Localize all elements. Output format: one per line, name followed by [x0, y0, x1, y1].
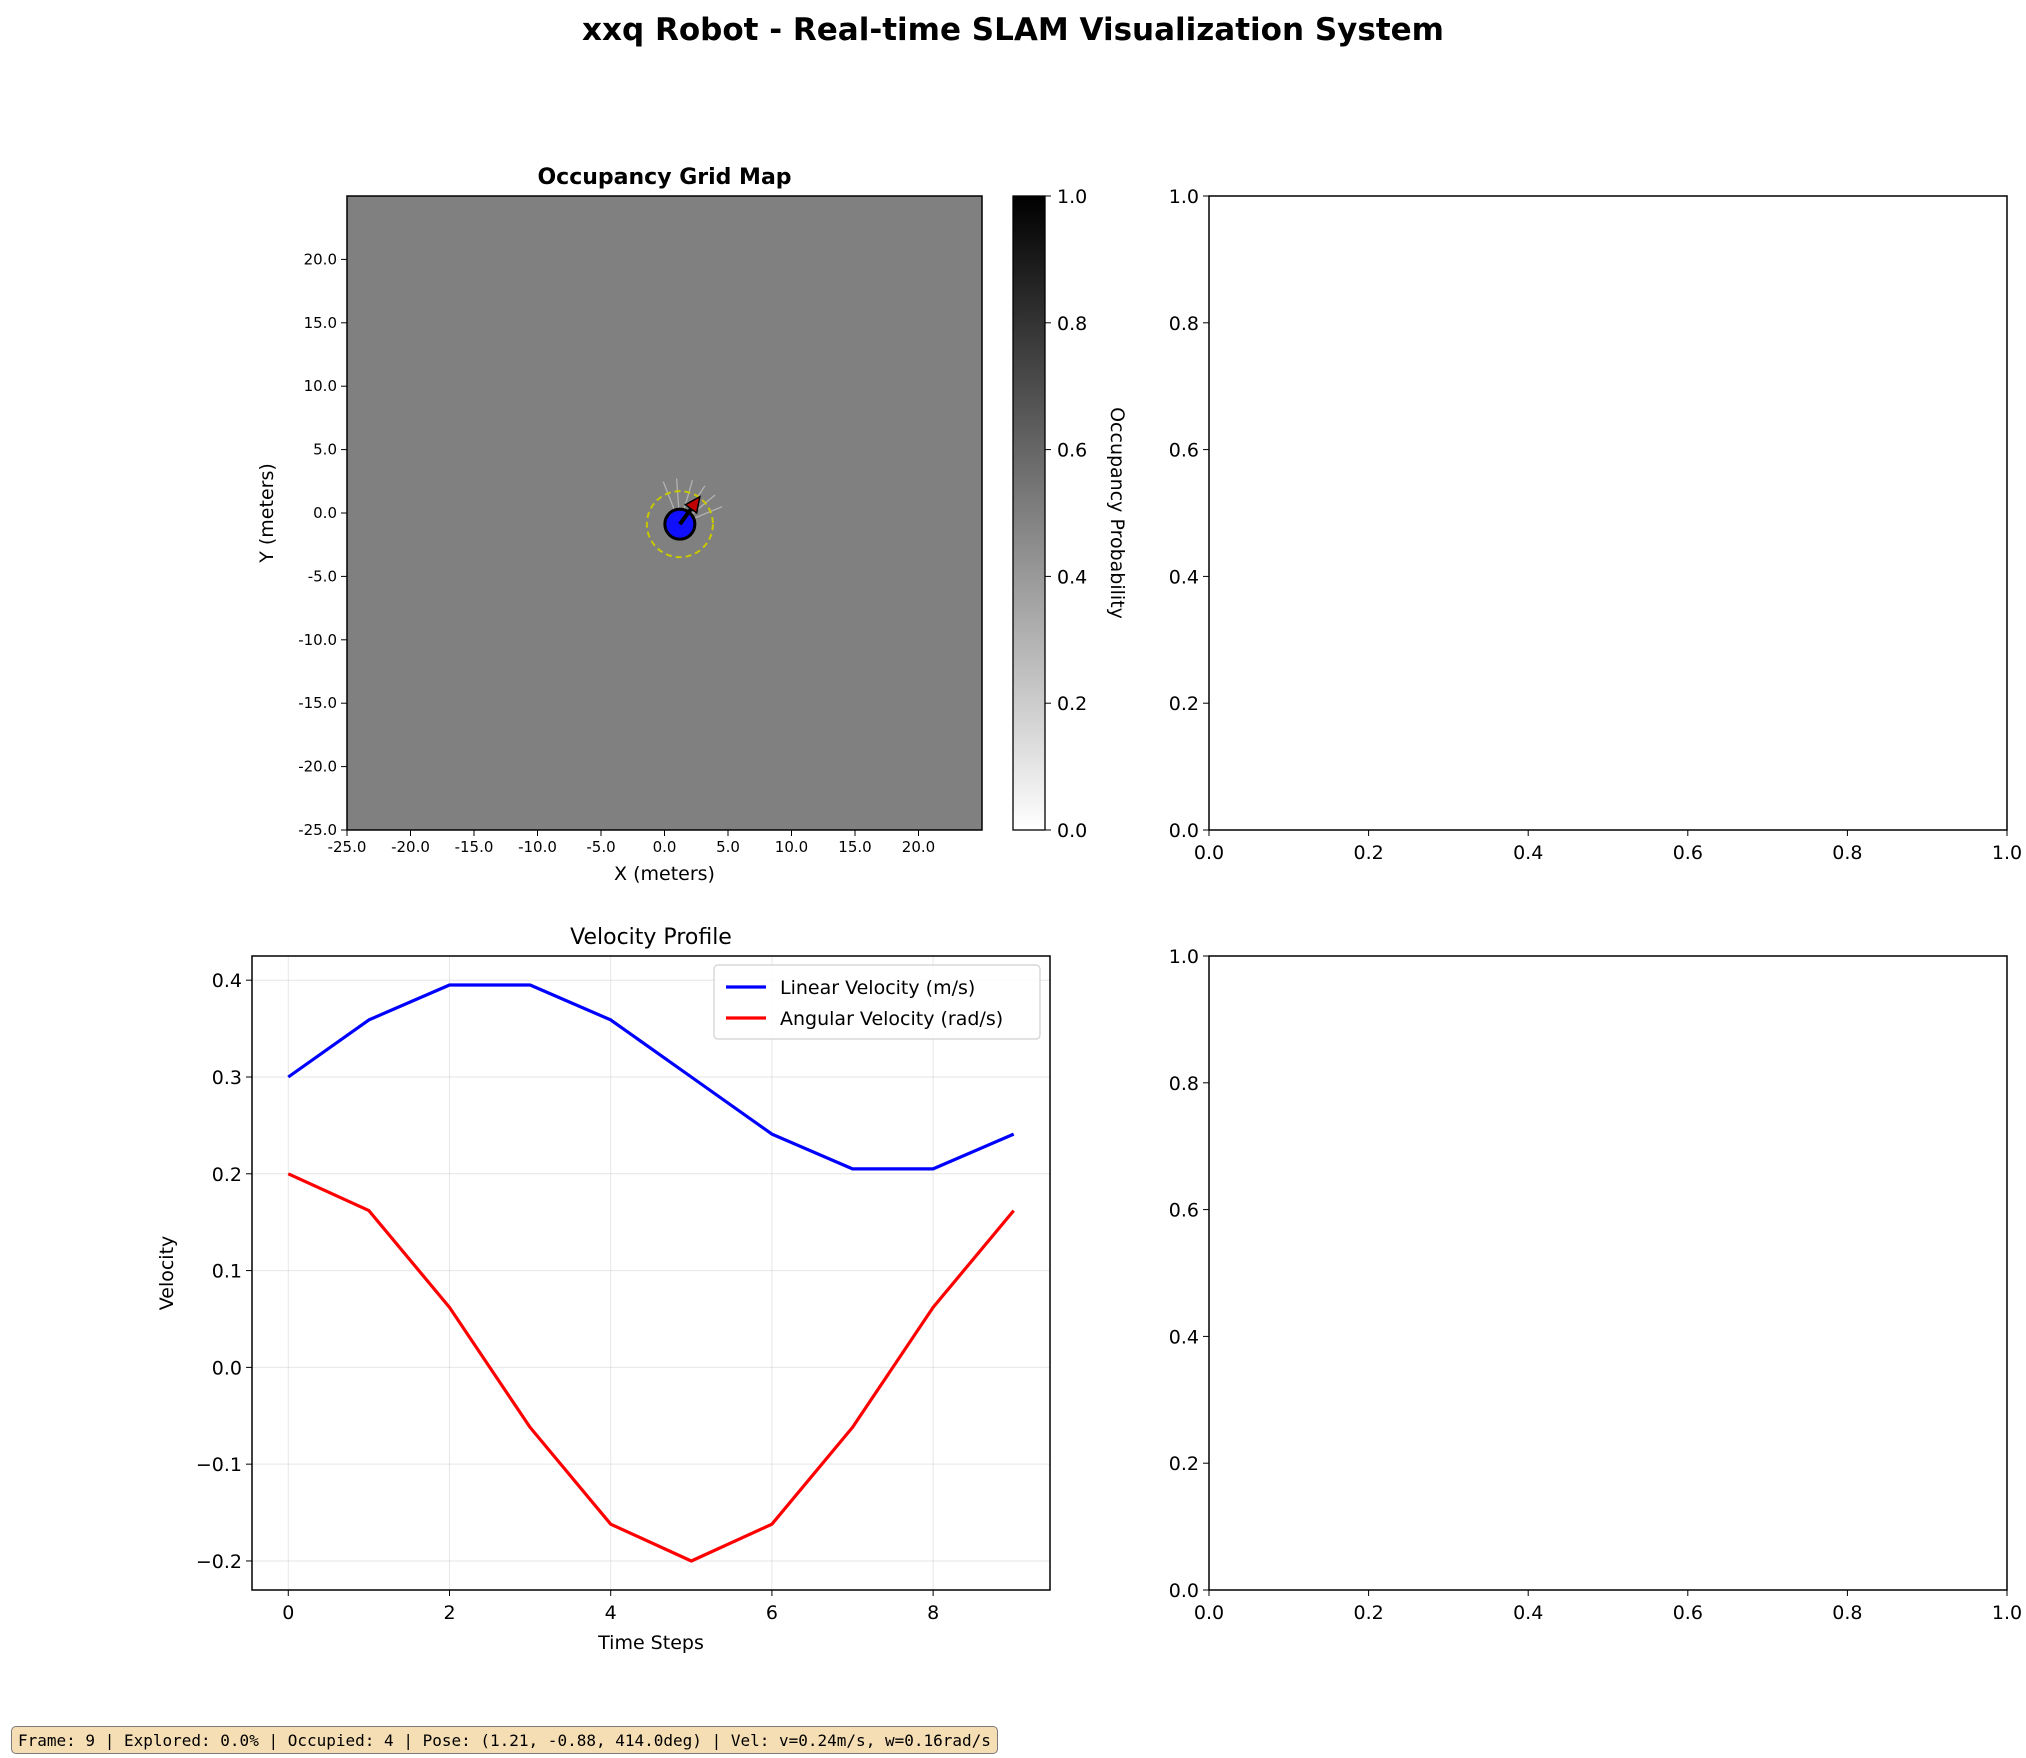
x-tick-label: 15.0	[838, 838, 871, 856]
x-tick-label: 0.0	[1194, 842, 1224, 864]
x-tick-label: 8	[927, 1602, 939, 1624]
figure-title: xxq Robot - Real-time SLAM Visualization…	[582, 12, 1444, 48]
x-tick-label: -15.0	[455, 838, 494, 856]
velocity-title: Velocity Profile	[570, 925, 732, 950]
colorbar-gradient	[1012, 195, 1046, 831]
colorbar-tick-label: 0.2	[1057, 693, 1087, 715]
x-tick-label: 0.6	[1673, 842, 1703, 864]
y-tick-label: 0.0	[1169, 820, 1199, 842]
robot-heading-arrowhead	[683, 495, 701, 515]
legend-label: Angular Velocity (rad/s)	[780, 1008, 1003, 1030]
y-tick-label: -15.0	[298, 694, 337, 712]
y-tick-label: -20.0	[298, 758, 337, 776]
legend-box	[713, 964, 1041, 1040]
occupancy-grid-image	[347, 196, 982, 830]
y-tick-label: 0.1	[212, 1261, 242, 1283]
axes-frame	[1208, 955, 2008, 1591]
y-tick-label: 20.0	[304, 250, 337, 268]
empty-axes-top-right: 0.0 0.2 0.4 0.6 0.8 1.0 0.0 0.2 0.4 0.6 0.8 1.0	[1169, 186, 2022, 864]
occupancy-colorbar: 0.0 0.2 0.4 0.6 0.8 1.0 Occupancy Probability	[1012, 186, 1128, 842]
y-tick-label: -10.0	[298, 631, 337, 649]
x-tick-label: -5.0	[586, 838, 615, 856]
colorbar-tick-label: 0.0	[1057, 820, 1087, 842]
y-tick-label: 0.6	[1169, 440, 1199, 462]
y-tick-label: 0.6	[1169, 1200, 1199, 1222]
scan-range-circle	[645, 490, 714, 559]
x-tick-label: 5.0	[716, 838, 740, 856]
map-x-axis-label: X (meters)	[614, 863, 715, 885]
y-tick-label: 0.8	[1169, 313, 1199, 335]
map-y-axis-label: Y (meters)	[256, 463, 278, 564]
x-tick-label: 0.4	[1513, 1602, 1543, 1624]
y-tick-label: -25.0	[298, 821, 337, 839]
x-tick-label: 1.0	[1992, 842, 2022, 864]
map-title: Occupancy Grid Map	[537, 165, 791, 190]
x-tick-label: 1.0	[1992, 1602, 2022, 1624]
y-tick-label: 0.2	[1169, 693, 1199, 715]
y-tick-label: 0.0	[1169, 1580, 1199, 1602]
x-tick-label: 2	[443, 1602, 455, 1624]
legend-label: Linear Velocity (m/s)	[780, 977, 975, 999]
x-tick-label: 0.2	[1353, 842, 1383, 864]
colorbar-tick-label: 1.0	[1057, 186, 1087, 208]
y-tick-label: 0.3	[212, 1067, 242, 1089]
x-tick-label: 0.8	[1832, 1602, 1862, 1624]
angular-velocity-line	[287, 1172, 1015, 1563]
y-tick-label: -5.0	[308, 567, 337, 585]
x-tick-label: 4	[605, 1602, 617, 1624]
y-tick-label: 0.2	[212, 1164, 242, 1186]
x-tick-label: -25.0	[328, 838, 367, 856]
colorbar-tick-label: 0.4	[1057, 566, 1087, 588]
y-tick-label: −0.1	[196, 1454, 242, 1476]
x-tick-label: -20.0	[391, 838, 430, 856]
x-tick-label: 0.0	[1194, 1602, 1224, 1624]
x-tick-label: 6	[766, 1602, 778, 1624]
empty-axes-bottom-right: 0.0 0.2 0.4 0.6 0.8 1.0 0.0 0.2 0.4 0.6 0.8 1.0	[1169, 946, 2022, 1624]
y-tick-label: 0.8	[1169, 1073, 1199, 1095]
y-tick-label: 10.0	[304, 377, 337, 395]
x-tick-label: 0.8	[1832, 842, 1862, 864]
x-tick-label: 0.6	[1673, 1602, 1703, 1624]
axes-frame	[1208, 195, 2008, 831]
colorbar-tick-label: 0.8	[1057, 313, 1087, 335]
y-tick-label: 0.4	[1169, 1326, 1199, 1348]
velocity-plot-area	[252, 956, 1050, 1590]
y-tick-label: 0.4	[1169, 566, 1199, 588]
velocity-x-axis-label: Time Steps	[597, 1632, 704, 1654]
x-tick-label: 0.2	[1353, 1602, 1383, 1624]
y-tick-label: 5.0	[313, 441, 337, 459]
x-tick-label: 10.0	[775, 838, 808, 856]
x-tick-label: 0.0	[653, 838, 677, 856]
velocity-profile-panel: 0 2 4 6 8 −0.2 −0.1 0.0 0.1 0.2 0.3 0.4 Velocity Pro…	[156, 925, 1051, 1654]
y-tick-label: 0.2	[1169, 1453, 1199, 1475]
y-tick-label: 15.0	[304, 314, 337, 332]
y-tick-label: 1.0	[1169, 946, 1199, 968]
velocity-y-axis-label: Velocity	[156, 1236, 178, 1311]
status-bar: Frame: 9 | Explored: 0.0% | Occupied: 4 …	[11, 1726, 998, 1754]
x-tick-label: 0	[282, 1602, 294, 1624]
occupancy-map-panel: -25.0 -20.0 -15.0 -10.0 -5.0 0.0 5.0 10.0 15.0 20…	[256, 165, 983, 885]
y-tick-label: 0.0	[313, 504, 337, 522]
colorbar-label: Occupancy Probability	[1106, 407, 1128, 619]
velocity-axes-frame	[251, 955, 1051, 1591]
linear-velocity-line	[287, 983, 1015, 1171]
x-tick-label: -10.0	[518, 838, 557, 856]
y-tick-label: 1.0	[1169, 186, 1199, 208]
y-tick-label: −0.2	[196, 1551, 242, 1573]
y-tick-label: 0.4	[212, 970, 242, 992]
colorbar-tick-label: 0.6	[1057, 440, 1087, 462]
y-tick-label: 0.0	[212, 1357, 242, 1379]
x-tick-label: 0.4	[1513, 842, 1543, 864]
x-tick-label: 20.0	[902, 838, 935, 856]
